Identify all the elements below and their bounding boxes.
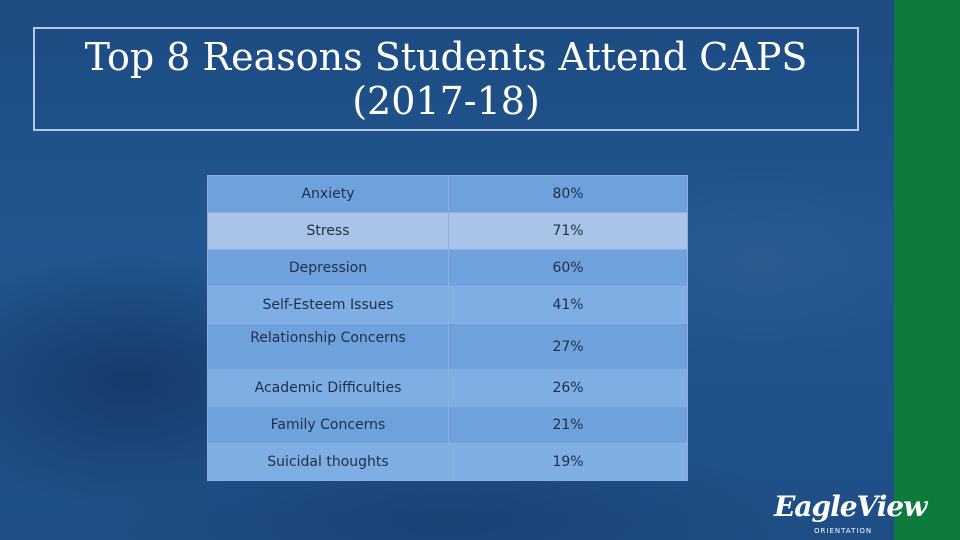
percent-cell: 80% [448, 175, 688, 213]
reason-cell: Depression [207, 249, 449, 287]
reason-cell: Stress [207, 212, 449, 250]
percent-cell: 60% [448, 249, 688, 287]
logo-wordmark: EagleView [774, 490, 927, 523]
percent-cell: 21% [448, 406, 688, 444]
table-row: Relationship Concerns 27% [207, 323, 688, 370]
slide-title: Top 8 Reasons Students Attend CAPS (2017… [33, 27, 859, 131]
eagleview-logo: EagleView ORIENTATION [774, 490, 927, 536]
table-row: Family Concerns 21% [207, 406, 688, 444]
reason-cell: Relationship Concerns [207, 323, 449, 370]
table-row: Anxiety 80% [207, 175, 688, 213]
logo-subtitle: ORIENTATION [814, 527, 873, 535]
table-row: Depression 60% [207, 249, 688, 287]
reason-cell: Suicidal thoughts [207, 443, 449, 481]
table-row: Academic Difficulties 26% [207, 369, 688, 407]
percent-cell: 26% [448, 369, 688, 407]
reasons-table: Anxiety 80% Stress 71% Depression 60% Se… [207, 175, 688, 481]
reason-cell: Self-Esteem Issues [207, 286, 449, 324]
accent-bar [894, 0, 960, 540]
percent-cell: 71% [448, 212, 688, 250]
percent-cell: 19% [448, 443, 688, 481]
reason-cell: Anxiety [207, 175, 449, 213]
reason-cell: Academic Difficulties [207, 369, 449, 407]
percent-cell: 27% [448, 323, 688, 370]
title-line-2: (2017-18) [352, 79, 540, 123]
table-row: Suicidal thoughts 19% [207, 443, 688, 481]
percent-cell: 41% [448, 286, 688, 324]
reason-cell: Family Concerns [207, 406, 449, 444]
table-row: Stress 71% [207, 212, 688, 250]
table-row: Self-Esteem Issues 41% [207, 286, 688, 324]
title-line-1: Top 8 Reasons Students Attend CAPS [84, 35, 808, 79]
